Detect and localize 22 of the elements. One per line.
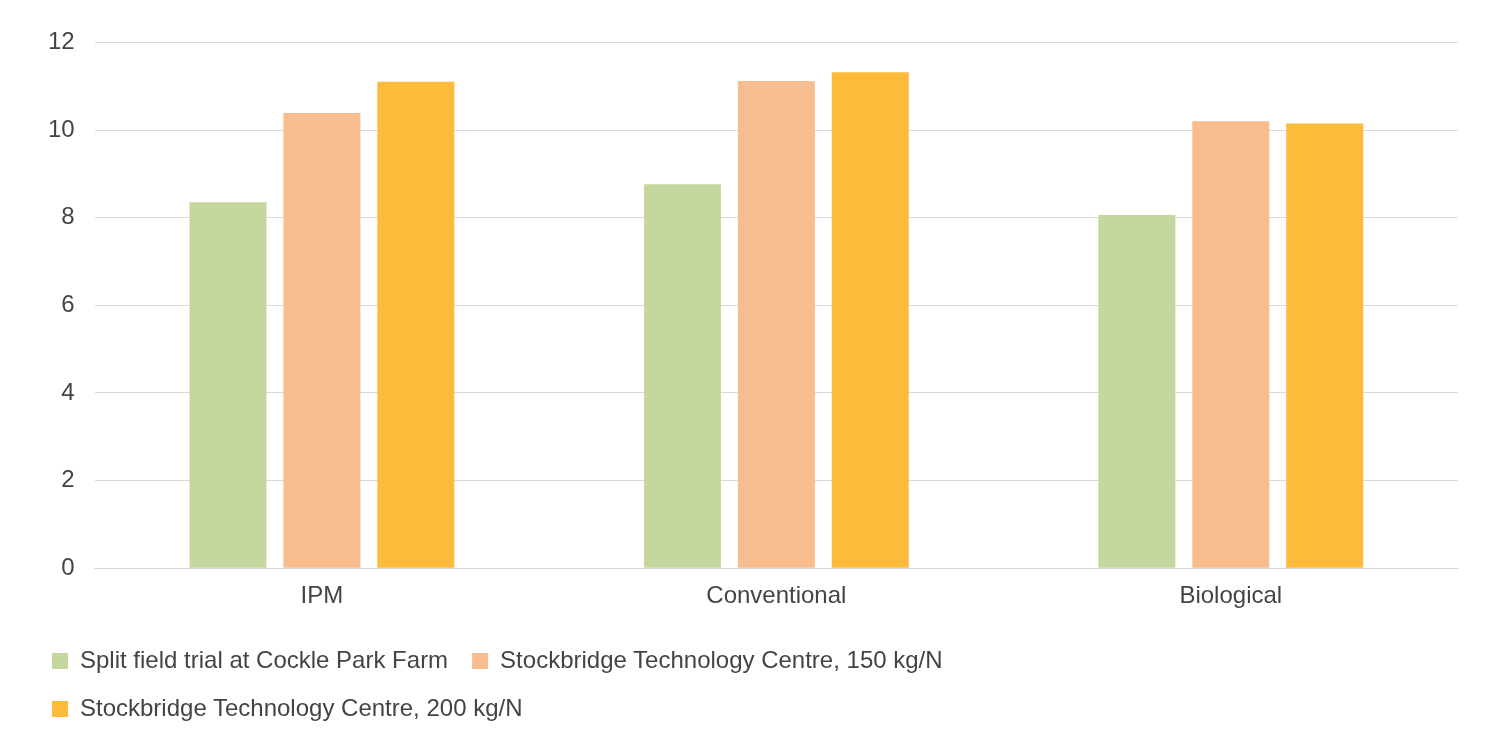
bar	[737, 80, 815, 568]
x-tick-label: IPM	[300, 581, 344, 609]
y-tick-label: 0	[61, 552, 75, 580]
y-tick-label: 8	[61, 202, 75, 230]
legend-label: Split field trial at Cockle Park Farm	[80, 645, 449, 673]
y-tick-label: 12	[47, 27, 75, 55]
x-tick-label: Conventional	[706, 581, 847, 609]
bar	[1286, 123, 1364, 568]
bar	[1098, 215, 1176, 568]
legend-label: Stockbridge Technology Centre, 150 kg/N	[500, 645, 943, 673]
bar	[643, 184, 721, 568]
legend-label: Stockbridge Technology Centre, 200 kg/N	[80, 693, 523, 721]
bar	[1192, 121, 1270, 568]
bar	[831, 72, 909, 568]
y-tick-label: 6	[61, 289, 75, 317]
y-tick-label: 10	[47, 114, 75, 142]
x-tick-label: Biological	[1179, 581, 1283, 609]
y-tick-label: 2	[61, 465, 75, 493]
bar	[377, 81, 455, 568]
y-tick-label: 4	[61, 377, 75, 405]
bar	[189, 202, 267, 568]
bar	[283, 112, 361, 568]
